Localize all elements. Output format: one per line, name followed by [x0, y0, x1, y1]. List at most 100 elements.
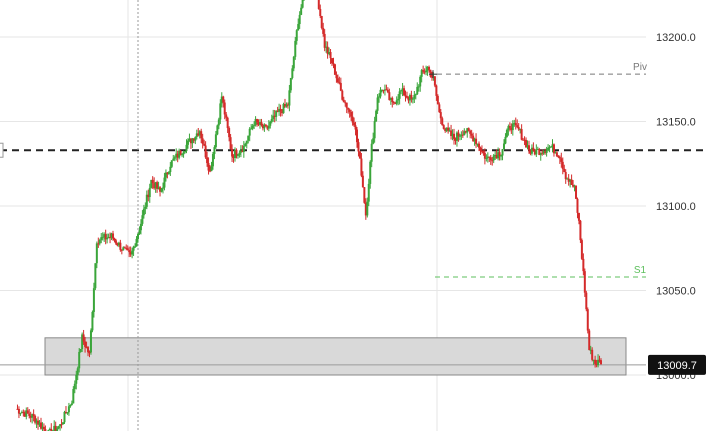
- candle-body: [79, 349, 82, 352]
- candle-body: [458, 135, 461, 137]
- candle-body: [597, 359, 600, 366]
- candle-body: [32, 414, 35, 416]
- candle-body: [62, 422, 65, 425]
- candle-body: [580, 240, 583, 259]
- candle-body: [22, 412, 25, 414]
- candle-body: [131, 250, 134, 255]
- candle-body: [85, 346, 88, 348]
- candle-body: [197, 133, 200, 136]
- candle-body: [87, 347, 90, 353]
- candle-body: [516, 125, 519, 127]
- candle-body: [117, 242, 120, 246]
- candle-body: [35, 420, 38, 423]
- candle-body: [383, 89, 386, 91]
- candle-body: [291, 68, 294, 78]
- candle-body: [480, 150, 483, 152]
- candle-body: [463, 131, 466, 136]
- candle-body: [258, 122, 261, 125]
- price-badge-text: 13009.7: [657, 360, 697, 372]
- candle-body: [433, 76, 436, 86]
- candle-body: [110, 233, 113, 238]
- candle-body: [251, 125, 254, 129]
- candle-body: [395, 100, 398, 104]
- candle-body: [198, 131, 201, 136]
- candle-body: [64, 411, 67, 414]
- candle-body: [266, 126, 269, 129]
- candle-body: [403, 88, 406, 96]
- candle-body: [380, 89, 383, 91]
- candle-body: [194, 136, 197, 141]
- candle-body: [278, 108, 281, 112]
- candle-body: [539, 152, 542, 155]
- candle-body: [186, 140, 189, 145]
- level-handle[interactable]: [0, 142, 4, 158]
- candle-body: [97, 243, 100, 245]
- candle-body: [475, 138, 478, 144]
- candle-body: [209, 170, 212, 172]
- candle-body: [347, 107, 350, 110]
- candle-body: [239, 150, 242, 153]
- candle-body: [483, 153, 486, 159]
- candle-body: [112, 233, 115, 239]
- candle-body: [461, 134, 464, 136]
- candle-body: [217, 119, 220, 126]
- candle-body: [136, 233, 139, 239]
- candle-body: [533, 150, 536, 155]
- candle-body: [552, 144, 555, 154]
- candle-body: [600, 360, 602, 365]
- candle-body: [173, 157, 176, 159]
- candle-body: [469, 130, 472, 134]
- candle-body: [525, 139, 528, 148]
- candle-body: [54, 425, 57, 431]
- candle-body: [335, 74, 338, 79]
- candle-body: [322, 27, 325, 34]
- candle-body: [417, 86, 420, 88]
- candle-body: [567, 178, 570, 182]
- candle-body: [560, 158, 563, 162]
- candle-body: [63, 411, 66, 423]
- candle-body: [270, 118, 273, 122]
- candle-body: [422, 70, 425, 72]
- candle-body: [504, 136, 507, 144]
- candle-body: [551, 144, 554, 147]
- candle-body: [397, 98, 400, 101]
- candle-body: [298, 14, 301, 25]
- candle-body: [257, 122, 260, 125]
- candle-body: [554, 152, 557, 154]
- candle-body: [267, 125, 270, 129]
- candle-body: [482, 150, 485, 154]
- candle-body: [592, 359, 595, 361]
- candle-body: [591, 349, 594, 360]
- candle-body: [428, 66, 431, 70]
- candle-body: [317, 0, 320, 9]
- candle-body: [66, 412, 69, 414]
- candle-body: [350, 111, 353, 117]
- candle-body: [476, 143, 479, 145]
- candle-body: [169, 166, 172, 173]
- candle-body: [494, 154, 497, 156]
- candle-body: [231, 148, 234, 157]
- candle-body: [495, 154, 498, 159]
- candle-body: [491, 160, 494, 162]
- support-zone: [44, 337, 627, 376]
- candle-body: [450, 130, 453, 137]
- candle-body: [341, 90, 344, 100]
- candle-body: [100, 237, 103, 240]
- candle-body: [141, 215, 144, 224]
- candle-body: [564, 172, 567, 180]
- candle-body: [508, 126, 511, 128]
- candle-body: [378, 96, 381, 98]
- candle-body: [460, 134, 463, 136]
- candle-body: [254, 119, 257, 125]
- candle-body: [411, 98, 414, 100]
- candle-body: [575, 185, 578, 199]
- candle-body: [67, 406, 70, 413]
- candle-body: [353, 122, 356, 126]
- candle-body: [361, 175, 364, 188]
- candle-body: [53, 425, 56, 431]
- candle-body: [204, 145, 207, 158]
- candle-body: [492, 155, 495, 161]
- candle-body: [128, 250, 131, 253]
- candle-body: [500, 155, 503, 157]
